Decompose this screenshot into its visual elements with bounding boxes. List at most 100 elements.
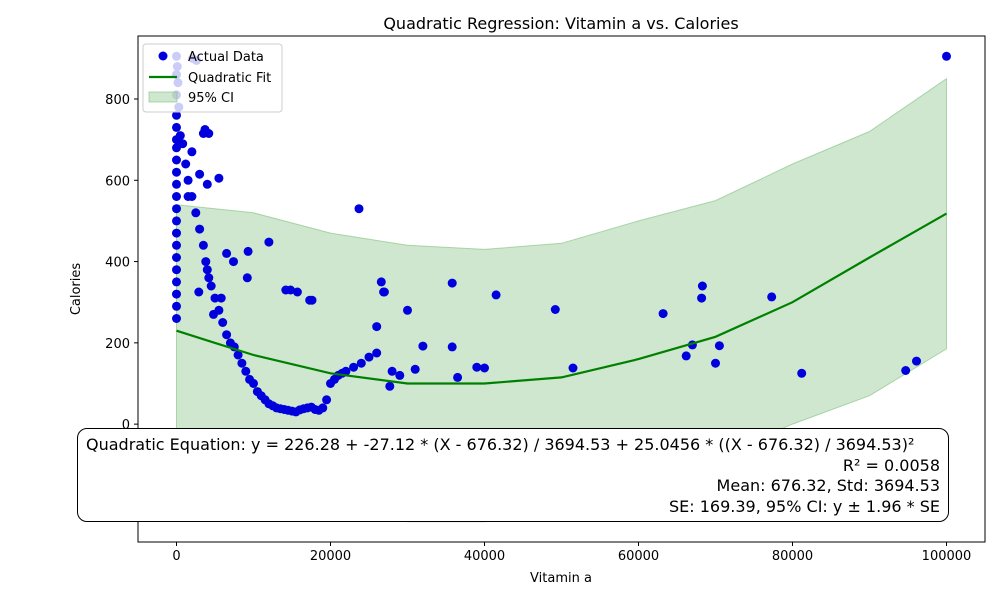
- data-point: [209, 309, 218, 319]
- data-point: [172, 216, 181, 226]
- data-point: [491, 290, 501, 300]
- data-point: [172, 289, 181, 299]
- legend-label-ci: 95% CI: [188, 91, 234, 106]
- data-point: [183, 175, 193, 185]
- plot-frame: [137, 35, 986, 543]
- y-tick-label: 600: [105, 174, 130, 189]
- data-point: [376, 277, 386, 287]
- data-point: [172, 192, 181, 201]
- data-point: [243, 246, 253, 256]
- data-point: [341, 366, 351, 376]
- data-point: [480, 363, 489, 373]
- equation-text: Quadratic Equation: y = 226.28 + -27.12 …: [86, 435, 915, 454]
- legend: Actual Data Quadratic Fit 95% CI: [142, 43, 283, 113]
- data-point: [322, 395, 332, 405]
- x-tick-label: 60000: [618, 549, 659, 564]
- legend-marker-points: [158, 51, 168, 61]
- data-point: [372, 322, 382, 332]
- data-point: [379, 287, 389, 297]
- data-point: [797, 368, 807, 378]
- data-point: [183, 192, 193, 201]
- data-point: [711, 358, 720, 368]
- data-point: [418, 341, 428, 351]
- data-point: [206, 281, 216, 291]
- data-point: [912, 356, 921, 366]
- data-point: [403, 305, 412, 315]
- data-point: [172, 204, 181, 214]
- x-tick-label: 0: [172, 549, 180, 564]
- data-point: [385, 381, 395, 391]
- legend-frame: [142, 43, 283, 113]
- data-point: [222, 330, 232, 340]
- data-point: [568, 363, 578, 373]
- data-point: [204, 273, 214, 283]
- data-point: [222, 248, 232, 258]
- data-point: [681, 351, 691, 361]
- data-point: [286, 285, 295, 295]
- data-point: [249, 379, 258, 388]
- data-point: [201, 257, 211, 267]
- data-point: [447, 342, 457, 352]
- data-point: [210, 293, 220, 303]
- data-point: [292, 287, 302, 297]
- data-point: [204, 129, 214, 138]
- data-point: [202, 265, 212, 275]
- data-point: [453, 372, 463, 382]
- fit-line: [176, 212, 948, 385]
- legend-marker-ci: [148, 91, 178, 103]
- x-tick-label: 100000: [922, 549, 972, 564]
- data-point: [172, 122, 181, 132]
- data-point: [191, 208, 201, 218]
- data-point: [229, 257, 238, 267]
- legend-label-fit: Quadratic Fit: [188, 71, 271, 86]
- data-point: [697, 293, 707, 303]
- data-point: [354, 204, 364, 214]
- plot-area: [172, 51, 951, 523]
- x-tick-label: 80000: [772, 549, 813, 564]
- x-tick-label: 20000: [310, 549, 351, 564]
- data-point: [214, 173, 224, 183]
- y-axis-ticks: 0 200 400 600 800: [105, 93, 138, 433]
- data-point: [410, 364, 420, 374]
- data-point: [172, 277, 181, 287]
- mean-std-text: Mean: 676.32, Std: 3694.53: [716, 476, 940, 495]
- data-point: [241, 366, 251, 376]
- y-tick-label: 200: [105, 337, 130, 352]
- data-point: [237, 358, 247, 368]
- data-point: [658, 309, 668, 319]
- data-point: [181, 159, 191, 169]
- data-point: [172, 314, 181, 323]
- data-point: [194, 287, 204, 297]
- data-point: [172, 253, 181, 262]
- data-point: [349, 362, 359, 372]
- data-point: [447, 278, 457, 288]
- data-point: [318, 403, 328, 413]
- data-point: [472, 362, 482, 372]
- data-point: [187, 147, 197, 157]
- data-point: [942, 51, 951, 61]
- data-point: [172, 167, 181, 177]
- x-axis-ticks: 0 20000 40000 60000 80000 100000: [172, 542, 971, 564]
- data-point: [172, 110, 181, 120]
- data-point: [202, 179, 212, 189]
- data-point: [172, 265, 181, 275]
- data-point: [198, 240, 208, 250]
- se-ci-text: SE: 169.39, 95% CI: y ± 1.96 * SE: [668, 496, 940, 516]
- data-point: [175, 131, 185, 141]
- data-point: [372, 348, 382, 358]
- data-point: [218, 318, 228, 327]
- data-point: [172, 240, 181, 250]
- chart-title: Quadratic Regression: Vitamin a vs. Calo…: [383, 14, 738, 33]
- data-point: [387, 366, 397, 376]
- y-tick-label: 0: [122, 418, 130, 433]
- equation-box: Quadratic Equation: y = 226.28 + -27.12 …: [77, 428, 949, 522]
- x-axis-label: Vitamin a: [530, 571, 592, 586]
- legend-label-points: Actual Data: [188, 50, 264, 65]
- x-tick-label: 40000: [464, 549, 505, 564]
- data-point: [364, 352, 374, 362]
- data-point: [395, 370, 405, 380]
- data-point: [356, 358, 366, 368]
- y-tick-label: 800: [105, 93, 130, 108]
- data-point: [172, 228, 181, 238]
